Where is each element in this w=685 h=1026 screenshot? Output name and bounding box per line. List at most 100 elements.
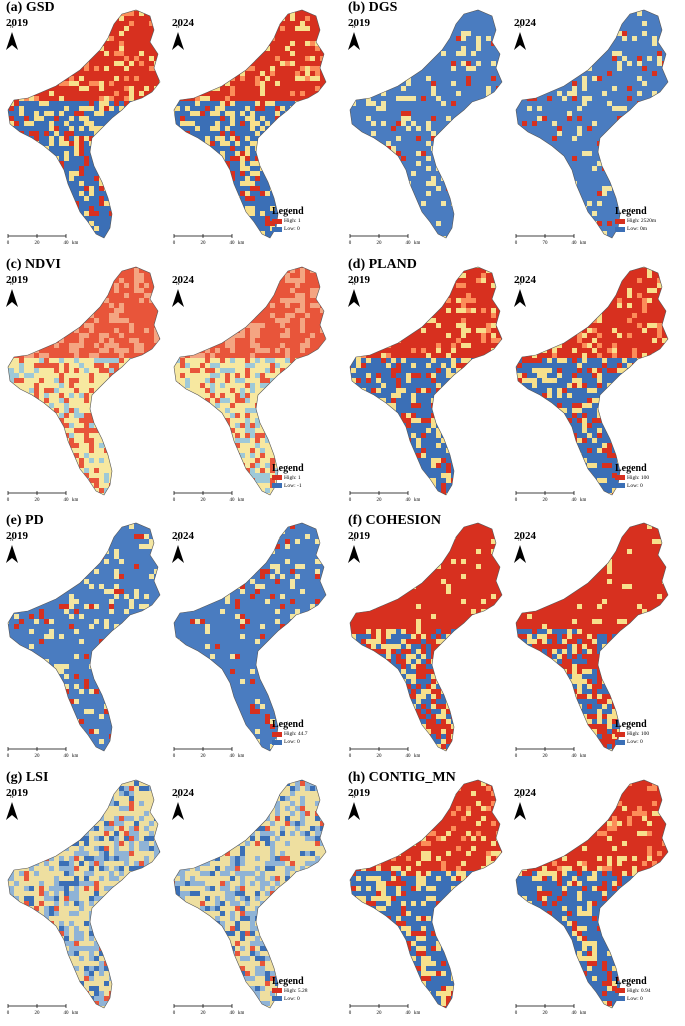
legend-title: Legend (272, 719, 330, 730)
year-label: 2024 (172, 530, 194, 542)
north-label: N (176, 538, 180, 543)
north-label: N (352, 282, 356, 287)
map-2019 (346, 6, 516, 242)
panel-b: (b) DGS 2019 N 0 20 40 km 2024 N 0 70 40 km… (342, 0, 685, 257)
north-label: N (352, 25, 356, 30)
panel-h: (h) CONTIG_MN 2019 N 0 20 40 km 2024 N 0 20… (342, 770, 685, 1026)
map-2024 (170, 263, 340, 499)
map-2019 (4, 263, 174, 499)
north-arrow-icon (514, 32, 526, 50)
map-2024 (170, 519, 340, 755)
legend-high: High: 2520m (627, 217, 656, 225)
year-label: 2024 (514, 274, 536, 286)
legend-low: Low: 0 (627, 995, 643, 1003)
north-arrow-icon (172, 32, 184, 50)
scale-bar: 0 20 40 km (348, 745, 420, 761)
legend-high: High: 0.94 (627, 987, 651, 995)
map-2019 (4, 776, 174, 1012)
svg-text:km: km (238, 241, 244, 246)
year-label: 2024 (172, 787, 194, 799)
panel-title: (c) NDVI (6, 257, 61, 273)
legend-high: High: 100 (627, 474, 649, 482)
legend: Legend High: 100 Low: 0 (615, 719, 673, 746)
legend-low: Low: -1 (284, 482, 302, 490)
scale-bar: 0 20 40 km (348, 1002, 420, 1018)
scale-bar: 0 20 40 km (348, 489, 420, 505)
legend-title: Legend (615, 206, 673, 217)
north-arrow-icon (348, 801, 360, 820)
year-label: 2019 (348, 274, 370, 286)
panel-e: (e) PD 2019 N 0 20 40 km 2024 N 0 20 40 km … (0, 513, 342, 770)
legend-title: Legend (615, 719, 673, 730)
north-label: N (10, 795, 14, 800)
panel-f: (f) COHESION 2019 N 0 20 40 km 2024 N 0 20 … (342, 513, 685, 770)
svg-text:0: 0 (173, 241, 176, 246)
legend-low: Low: 0 (284, 995, 300, 1003)
north-arrow-icon (172, 801, 184, 820)
legend-low: Low: 0 (284, 738, 300, 746)
map-2024 (170, 776, 340, 1012)
year-label: 2019 (6, 787, 28, 799)
legend-title: Legend (615, 463, 673, 474)
year-label: 2019 (6, 530, 28, 542)
year-label: 2024 (514, 17, 536, 29)
legend: Legend High: 44.7 Low: 0 (272, 719, 330, 746)
map-2019 (346, 263, 516, 499)
legend-title: Legend (615, 976, 673, 987)
scale-bar: 0 20 40 km (6, 745, 78, 761)
north-label: N (10, 538, 14, 543)
legend-low: Low: 0 (627, 482, 643, 490)
north-arrow-icon (514, 545, 526, 563)
panel-title: (g) LSI (6, 770, 48, 786)
panel-title: (b) DGS (348, 0, 397, 16)
map-2024 (170, 6, 340, 242)
north-arrow-icon (6, 801, 18, 820)
map-2024 (512, 263, 682, 499)
north-arrow-icon (6, 545, 18, 563)
panel-title: (e) PD (6, 513, 44, 529)
north-arrow-icon (348, 288, 360, 307)
legend-title: Legend (272, 976, 330, 987)
legend: Legend High: 1 Low: -1 (272, 463, 330, 490)
north-arrow-icon (514, 288, 526, 307)
scale-bar: 0 20 40 km (6, 1002, 78, 1018)
legend: Legend High: 100 Low: 0 (615, 463, 673, 490)
scale-bar: 0 20 40 km (348, 232, 420, 248)
scale-bar: 0 20 40 km (514, 489, 586, 505)
scale-bar: 0 70 40 km (514, 232, 586, 248)
panel-a: (a) GSD 2019 N 0 20 40 km 2024 N 0 20 40 km… (0, 0, 342, 257)
panel-g: (g) LSI 2019 N 0 20 40 km 2024 N 0 20 40 km… (0, 770, 342, 1026)
scale-bar: 0 20 40 km (514, 745, 586, 761)
panel-c: (c) NDVI 2019 N 0 20 40 km 2024 N 0 20 40 k… (0, 257, 342, 514)
year-label: 2019 (348, 17, 370, 29)
map-2019 (346, 519, 516, 755)
panel-title: (a) GSD (6, 0, 55, 16)
legend-high: High: 5.28 (284, 987, 308, 995)
north-label: N (518, 25, 522, 30)
year-label: 2024 (514, 530, 536, 542)
svg-text:40: 40 (230, 241, 236, 246)
legend: Legend High: 5.28 Low: 0 (272, 976, 330, 1003)
map-2024 (512, 519, 682, 755)
svg-text:20: 20 (201, 241, 207, 246)
north-label: N (176, 25, 180, 30)
north-label: N (518, 795, 522, 800)
panel-title: (h) CONTIG_MN (348, 770, 456, 786)
north-arrow-icon (348, 545, 360, 563)
north-arrow-icon (172, 545, 184, 563)
scale-bar: 0 20 40 km (172, 1002, 244, 1018)
year-label: 2019 (348, 787, 370, 799)
north-label: N (518, 282, 522, 287)
year-label: 2024 (514, 787, 536, 799)
north-label: N (10, 25, 14, 30)
legend: Legend High: 2520m Low: 0m (615, 206, 673, 233)
scale-bar: 0 20 40 km (6, 232, 78, 248)
year-label: 2019 (348, 530, 370, 542)
north-arrow-icon (514, 801, 526, 820)
north-label: N (352, 795, 356, 800)
legend-high: High: 44.7 (284, 730, 308, 738)
map-2019 (346, 776, 516, 1012)
scale-bar: 0 20 40 km (172, 489, 244, 505)
legend-low: Low: 0 (284, 225, 300, 233)
svg-text:20: 20 (35, 241, 41, 246)
